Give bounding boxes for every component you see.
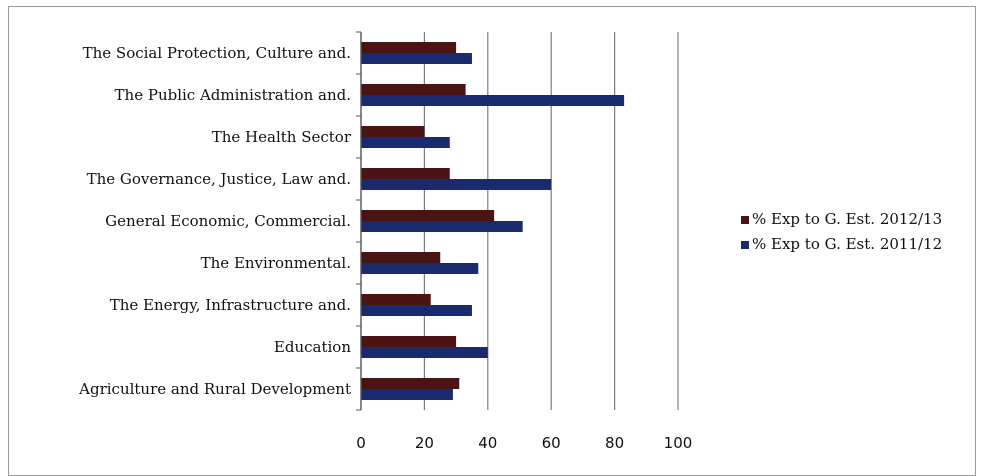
bar-2012-13: [361, 168, 450, 179]
x-tick-label: 20: [415, 434, 434, 452]
category-label: The Public Administration and.: [115, 86, 351, 104]
x-tick-label: 60: [542, 434, 561, 452]
category-label: The Social Protection, Culture and.: [83, 44, 351, 62]
bar-2011-12: [361, 95, 625, 106]
bar-2011-12: [361, 347, 488, 358]
bar-2012-13: [361, 252, 441, 263]
legend-swatch: [741, 241, 749, 249]
category-label: The Energy, Infrastructure and.: [110, 296, 351, 314]
x-tick-label: 100: [664, 434, 693, 452]
x-tick-label: 40: [478, 434, 497, 452]
category-label: Agriculture and Rural Development: [78, 380, 351, 398]
category-label: The Governance, Justice, Law and.: [87, 170, 351, 188]
bar-2011-12: [361, 221, 523, 232]
bar-2011-12: [361, 305, 472, 316]
x-tick-label: 80: [605, 434, 624, 452]
category-label: The Environmental.: [201, 254, 351, 272]
bar-2012-13: [361, 210, 495, 221]
bar-2012-13: [361, 336, 457, 347]
bar-2012-13: [361, 378, 460, 389]
bar-2011-12: [361, 263, 479, 274]
bar-2011-12: [361, 179, 552, 190]
legend-swatch: [741, 216, 749, 224]
x-tick-label: 0: [356, 434, 366, 452]
legend-label: % Exp to G. Est. 2011/12: [752, 235, 942, 253]
bar-chart: The Social Protection, Culture and. The P…: [78, 31, 942, 452]
bar-2012-13: [361, 294, 431, 305]
bar-2011-12: [361, 53, 472, 64]
legend-label: % Exp to G. Est. 2012/13: [752, 210, 942, 228]
bar-2011-12: [361, 389, 453, 400]
category-label: General Economic, Commercial.: [105, 212, 351, 230]
category-label: Education: [274, 338, 351, 356]
bar-2012-13: [361, 126, 425, 137]
category-label: The Health Sector: [212, 128, 352, 146]
chart-frame: [8, 6, 976, 476]
bar-2012-13: [361, 42, 457, 53]
bar-2011-12: [361, 137, 450, 148]
bar-2012-13: [361, 84, 466, 95]
